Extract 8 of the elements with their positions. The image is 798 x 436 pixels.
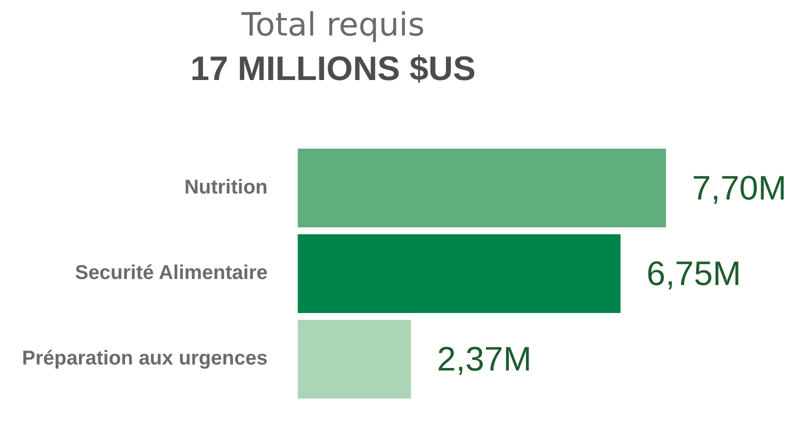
chart-title: Total requis bbox=[240, 6, 425, 44]
y-tick-label: Securité Alimentaire bbox=[74, 262, 268, 284]
y-tick-label: Nutrition bbox=[184, 176, 268, 199]
chart-subtitle: 17 MILLIONS $US bbox=[190, 50, 476, 88]
y-tick-label: Préparation aux urgences bbox=[22, 348, 268, 370]
data-label: 7,70M bbox=[692, 169, 786, 208]
data-label: 6,75M bbox=[646, 254, 742, 293]
data-label: 2,37M bbox=[437, 340, 532, 379]
